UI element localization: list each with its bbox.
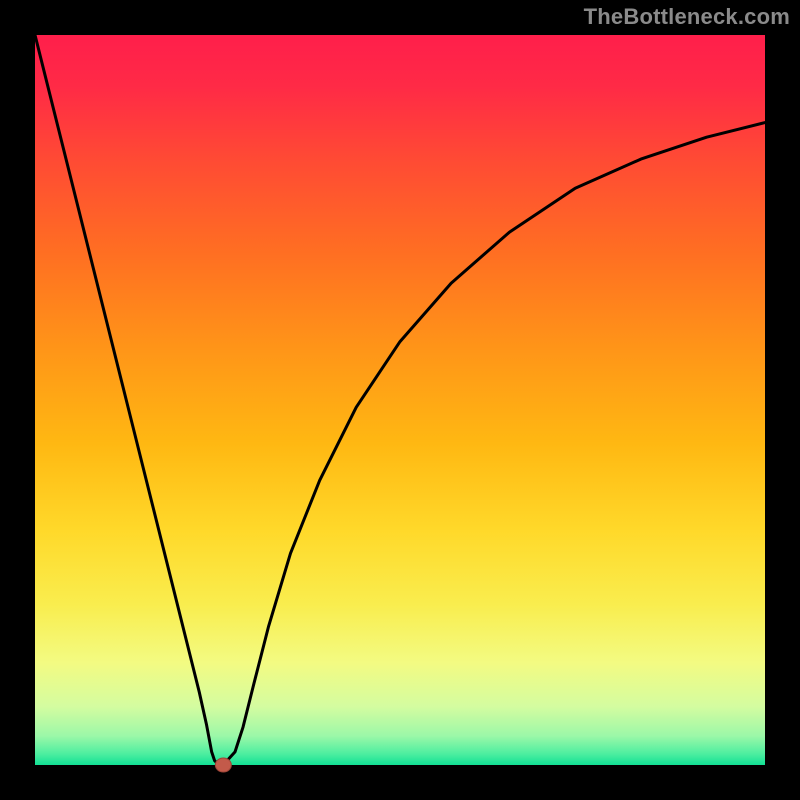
chart-container: { "watermark": { "text": "TheBottleneck.… bbox=[0, 0, 800, 800]
minimum-marker bbox=[215, 758, 231, 772]
bottleneck-chart bbox=[0, 0, 800, 800]
gradient-background bbox=[35, 35, 765, 765]
watermark-text: TheBottleneck.com bbox=[584, 4, 790, 30]
